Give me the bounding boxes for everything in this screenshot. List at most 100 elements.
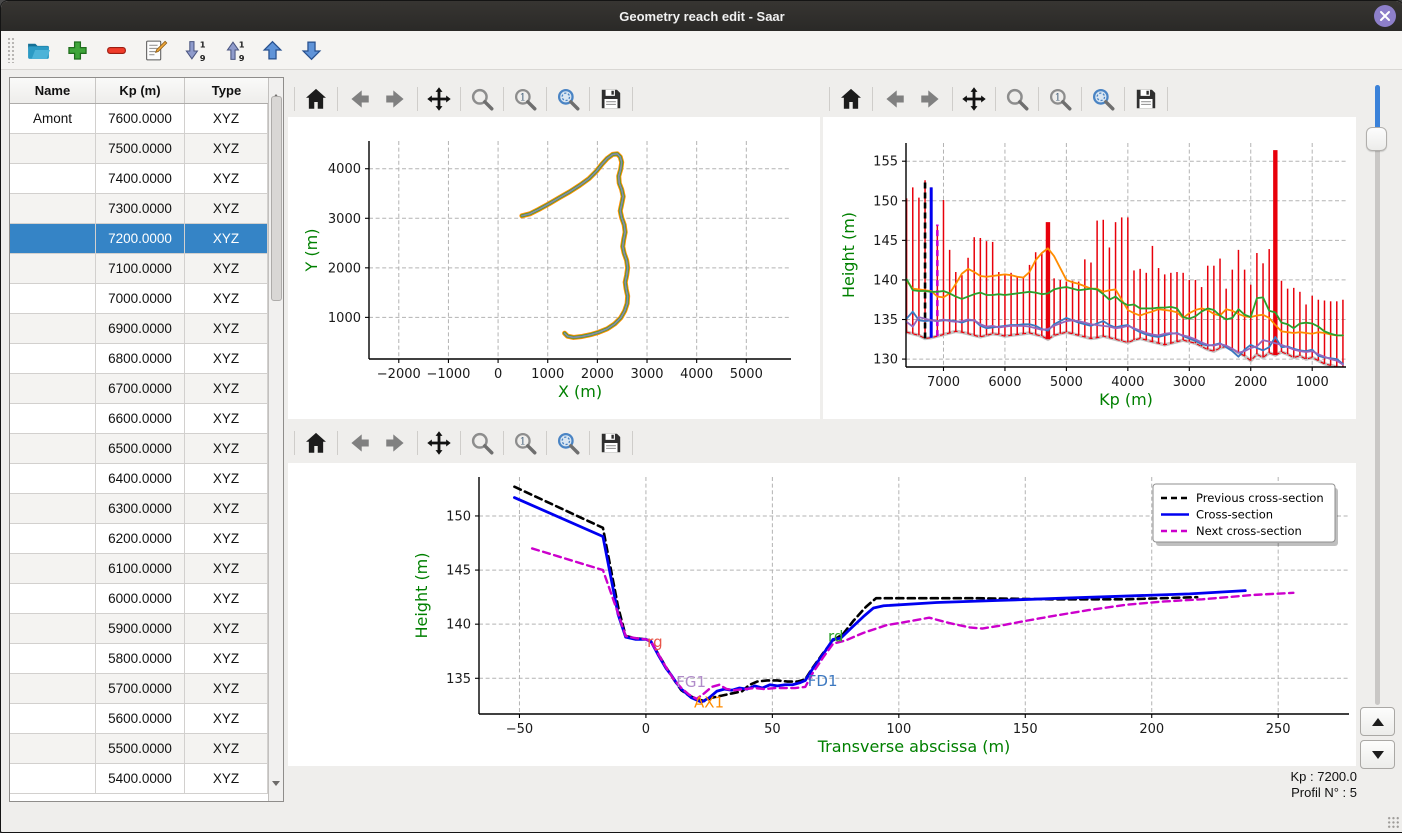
plot-forward-button[interactable] (380, 427, 412, 459)
table-row[interactable]: 6000.0000 XYZ (10, 584, 268, 614)
plot-zoom-region-button[interactable] (552, 427, 584, 459)
cell-kp[interactable]: 7600.0000 (96, 104, 185, 134)
cell-name[interactable] (10, 584, 96, 614)
cell-kp[interactable]: 7500.0000 (96, 134, 185, 164)
toolbar-drag-handle[interactable] (7, 37, 15, 63)
cell-type[interactable]: XYZ (185, 314, 268, 344)
table-scroll-down-button[interactable] (270, 780, 282, 801)
cell-type[interactable]: XYZ (185, 764, 268, 794)
cell-kp[interactable]: 5800.0000 (96, 644, 185, 674)
plot-save-button[interactable] (595, 427, 627, 459)
table-row[interactable]: 6200.0000 XYZ (10, 524, 268, 554)
cell-name[interactable] (10, 644, 96, 674)
plot-save-button[interactable] (595, 83, 627, 115)
cell-kp[interactable]: 5900.0000 (96, 614, 185, 644)
cell-kp[interactable]: 7200.0000 (96, 224, 185, 254)
cell-type[interactable]: XYZ (185, 674, 268, 704)
cell-type[interactable]: XYZ (185, 224, 268, 254)
cell-type[interactable]: XYZ (185, 134, 268, 164)
cell-kp[interactable]: 5400.0000 (96, 764, 185, 794)
cell-kp[interactable]: 6700.0000 (96, 374, 185, 404)
plot-back-button[interactable] (343, 83, 375, 115)
previous-profile-button[interactable] (1360, 707, 1395, 736)
cell-name[interactable] (10, 494, 96, 524)
table-row[interactable]: 7200.0000 XYZ (10, 224, 268, 254)
cell-name[interactable] (10, 404, 96, 434)
cell-kp[interactable]: 7000.0000 (96, 284, 185, 314)
cell-kp[interactable]: 5600.0000 (96, 704, 185, 734)
plot-back-button[interactable] (343, 427, 375, 459)
plot-back-button[interactable] (878, 83, 910, 115)
cell-kp[interactable]: 6400.0000 (96, 464, 185, 494)
cell-name[interactable] (10, 344, 96, 374)
plot-home-button[interactable] (835, 83, 867, 115)
plot-zoom-region-button[interactable] (552, 83, 584, 115)
cell-type[interactable]: XYZ (185, 524, 268, 554)
next-profile-button[interactable] (1360, 740, 1395, 769)
plot-zoom-one-button[interactable]: 1 (509, 83, 541, 115)
column-header-type[interactable]: Type (211, 83, 242, 98)
table-row[interactable]: 7100.0000 XYZ (10, 254, 268, 284)
cell-name[interactable] (10, 284, 96, 314)
plot-zoom-one-button[interactable]: 1 (1044, 83, 1076, 115)
table-row[interactable]: 6500.0000 XYZ (10, 434, 268, 464)
cell-type[interactable]: XYZ (185, 344, 268, 374)
cell-type[interactable]: XYZ (185, 164, 268, 194)
cell-name[interactable] (10, 434, 96, 464)
resize-grip-icon[interactable] (1387, 816, 1400, 829)
cell-type[interactable]: XYZ (185, 374, 268, 404)
cell-type[interactable]: XYZ (185, 554, 268, 584)
plot-zoom-one-button[interactable]: 1 (509, 427, 541, 459)
table-row[interactable]: 5800.0000 XYZ (10, 644, 268, 674)
cell-type[interactable]: XYZ (185, 734, 268, 764)
plot-zoom-button[interactable] (1001, 83, 1033, 115)
cell-kp[interactable]: 6800.0000 (96, 344, 185, 374)
cell-name[interactable] (10, 464, 96, 494)
cell-name[interactable] (10, 524, 96, 554)
profile-position-slider[interactable] (1366, 85, 1388, 705)
cell-kp[interactable]: 6300.0000 (96, 494, 185, 524)
cell-type[interactable]: XYZ (185, 614, 268, 644)
cell-type[interactable]: XYZ (185, 254, 268, 284)
plot-forward-button[interactable] (915, 83, 947, 115)
table-row[interactable]: 7000.0000 XYZ (10, 284, 268, 314)
table-row[interactable]: Amont 7600.0000 XYZ (10, 104, 268, 134)
plot-pan-button[interactable] (423, 83, 455, 115)
cell-kp[interactable]: 6000.0000 (96, 584, 185, 614)
table-row[interactable]: 6400.0000 XYZ (10, 464, 268, 494)
cell-kp[interactable]: 6500.0000 (96, 434, 185, 464)
plan-view-chart[interactable]: −2000 −1000 0 1000 2000 3000 4000 5000 1000 2000 3… (288, 117, 820, 419)
cell-kp[interactable]: 5500.0000 (96, 734, 185, 764)
cell-name[interactable] (10, 554, 96, 584)
table-row[interactable]: 6300.0000 XYZ (10, 494, 268, 524)
table-row[interactable]: 7300.0000 XYZ (10, 194, 268, 224)
plot-forward-button[interactable] (380, 83, 412, 115)
table-row[interactable]: 7500.0000 XYZ (10, 134, 268, 164)
cross-section-chart[interactable]: −50 0 50 100 150 200 250 135 140 145 150 Transverse… (288, 463, 1356, 766)
edit-profile-button[interactable] (141, 35, 171, 65)
table-row[interactable]: 5500.0000 XYZ (10, 734, 268, 764)
plot-zoom-button[interactable] (466, 83, 498, 115)
cell-name[interactable] (10, 704, 96, 734)
column-header-kp[interactable]: Kp (m) (96, 78, 185, 103)
table-row[interactable]: 6700.0000 XYZ (10, 374, 268, 404)
cell-type[interactable]: XYZ (185, 584, 268, 614)
plot-home-button[interactable] (300, 427, 332, 459)
cell-name[interactable] (10, 614, 96, 644)
cell-type[interactable]: XYZ (185, 194, 268, 224)
cell-name[interactable]: Amont (10, 104, 96, 134)
cell-type[interactable]: XYZ (185, 284, 268, 314)
add-profile-button[interactable] (63, 35, 93, 65)
cell-type[interactable]: XYZ (185, 404, 268, 434)
cell-kp[interactable]: 5700.0000 (96, 674, 185, 704)
plot-zoom-region-button[interactable] (1087, 83, 1119, 115)
table-row[interactable]: 5600.0000 XYZ (10, 704, 268, 734)
table-scrollbar[interactable] (268, 78, 283, 801)
close-button[interactable] (1374, 5, 1396, 27)
remove-profile-button[interactable] (102, 35, 132, 65)
titlebar[interactable]: Geometry reach edit - Saar (1, 1, 1402, 31)
cell-kp[interactable]: 7300.0000 (96, 194, 185, 224)
cell-kp[interactable]: 6200.0000 (96, 524, 185, 554)
cell-kp[interactable]: 6600.0000 (96, 404, 185, 434)
cell-kp[interactable]: 7400.0000 (96, 164, 185, 194)
